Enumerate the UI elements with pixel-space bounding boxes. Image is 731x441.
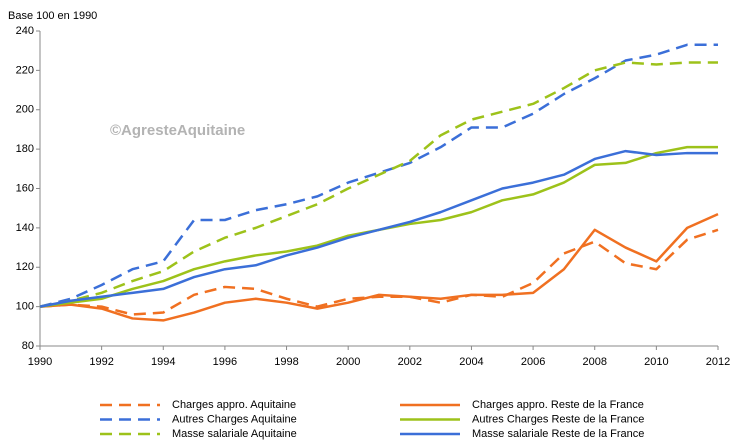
y-tick-label: 160 [16,182,34,194]
y-tick-label: 80 [22,340,34,352]
series-line [39,43,718,308]
legend-label: Masse salariale Reste de la France [472,428,644,440]
x-tick-label: 2002 [398,356,422,368]
legend-label: Charges appro. Aquitaine [172,399,296,411]
series-line [39,212,719,322]
x-tick-label: 1992 [89,356,113,368]
x-tick-label: 2000 [336,356,360,368]
x-tick-label: 2004 [459,356,483,368]
legend-label: Autres Charges Aquitaine [172,413,297,425]
y-tick-label: 240 [16,25,34,37]
series-line [39,228,719,316]
legend-label: Masse salariale Aquitaine [172,428,297,440]
y-tick-label: 120 [16,261,34,273]
x-tick-label: 2010 [644,356,668,368]
x-tick-label: 2008 [582,356,606,368]
y-tick-label: 180 [16,143,34,155]
series-line [39,145,718,308]
series-line [39,61,718,308]
legend-label: Autres Charges Reste de la France [472,413,644,425]
y-tick-label: 220 [16,64,34,76]
y-axis-label: Base 100 en 1990 [8,10,97,22]
x-tick-label: 2006 [521,356,545,368]
x-tick-label: 1996 [213,356,237,368]
x-tick-label: 1998 [274,356,298,368]
x-tick-label: 2012 [706,356,730,368]
y-tick-label: 200 [16,104,34,116]
x-tick-label: 1990 [28,356,52,368]
series-line [39,149,718,308]
legend-label: Charges appro. Reste de la France [472,399,644,411]
watermark: ©AgresteAquitaine [110,122,245,139]
y-tick-label: 140 [16,222,34,234]
y-tick-label: 100 [16,301,34,313]
x-tick-label: 1994 [151,356,175,368]
